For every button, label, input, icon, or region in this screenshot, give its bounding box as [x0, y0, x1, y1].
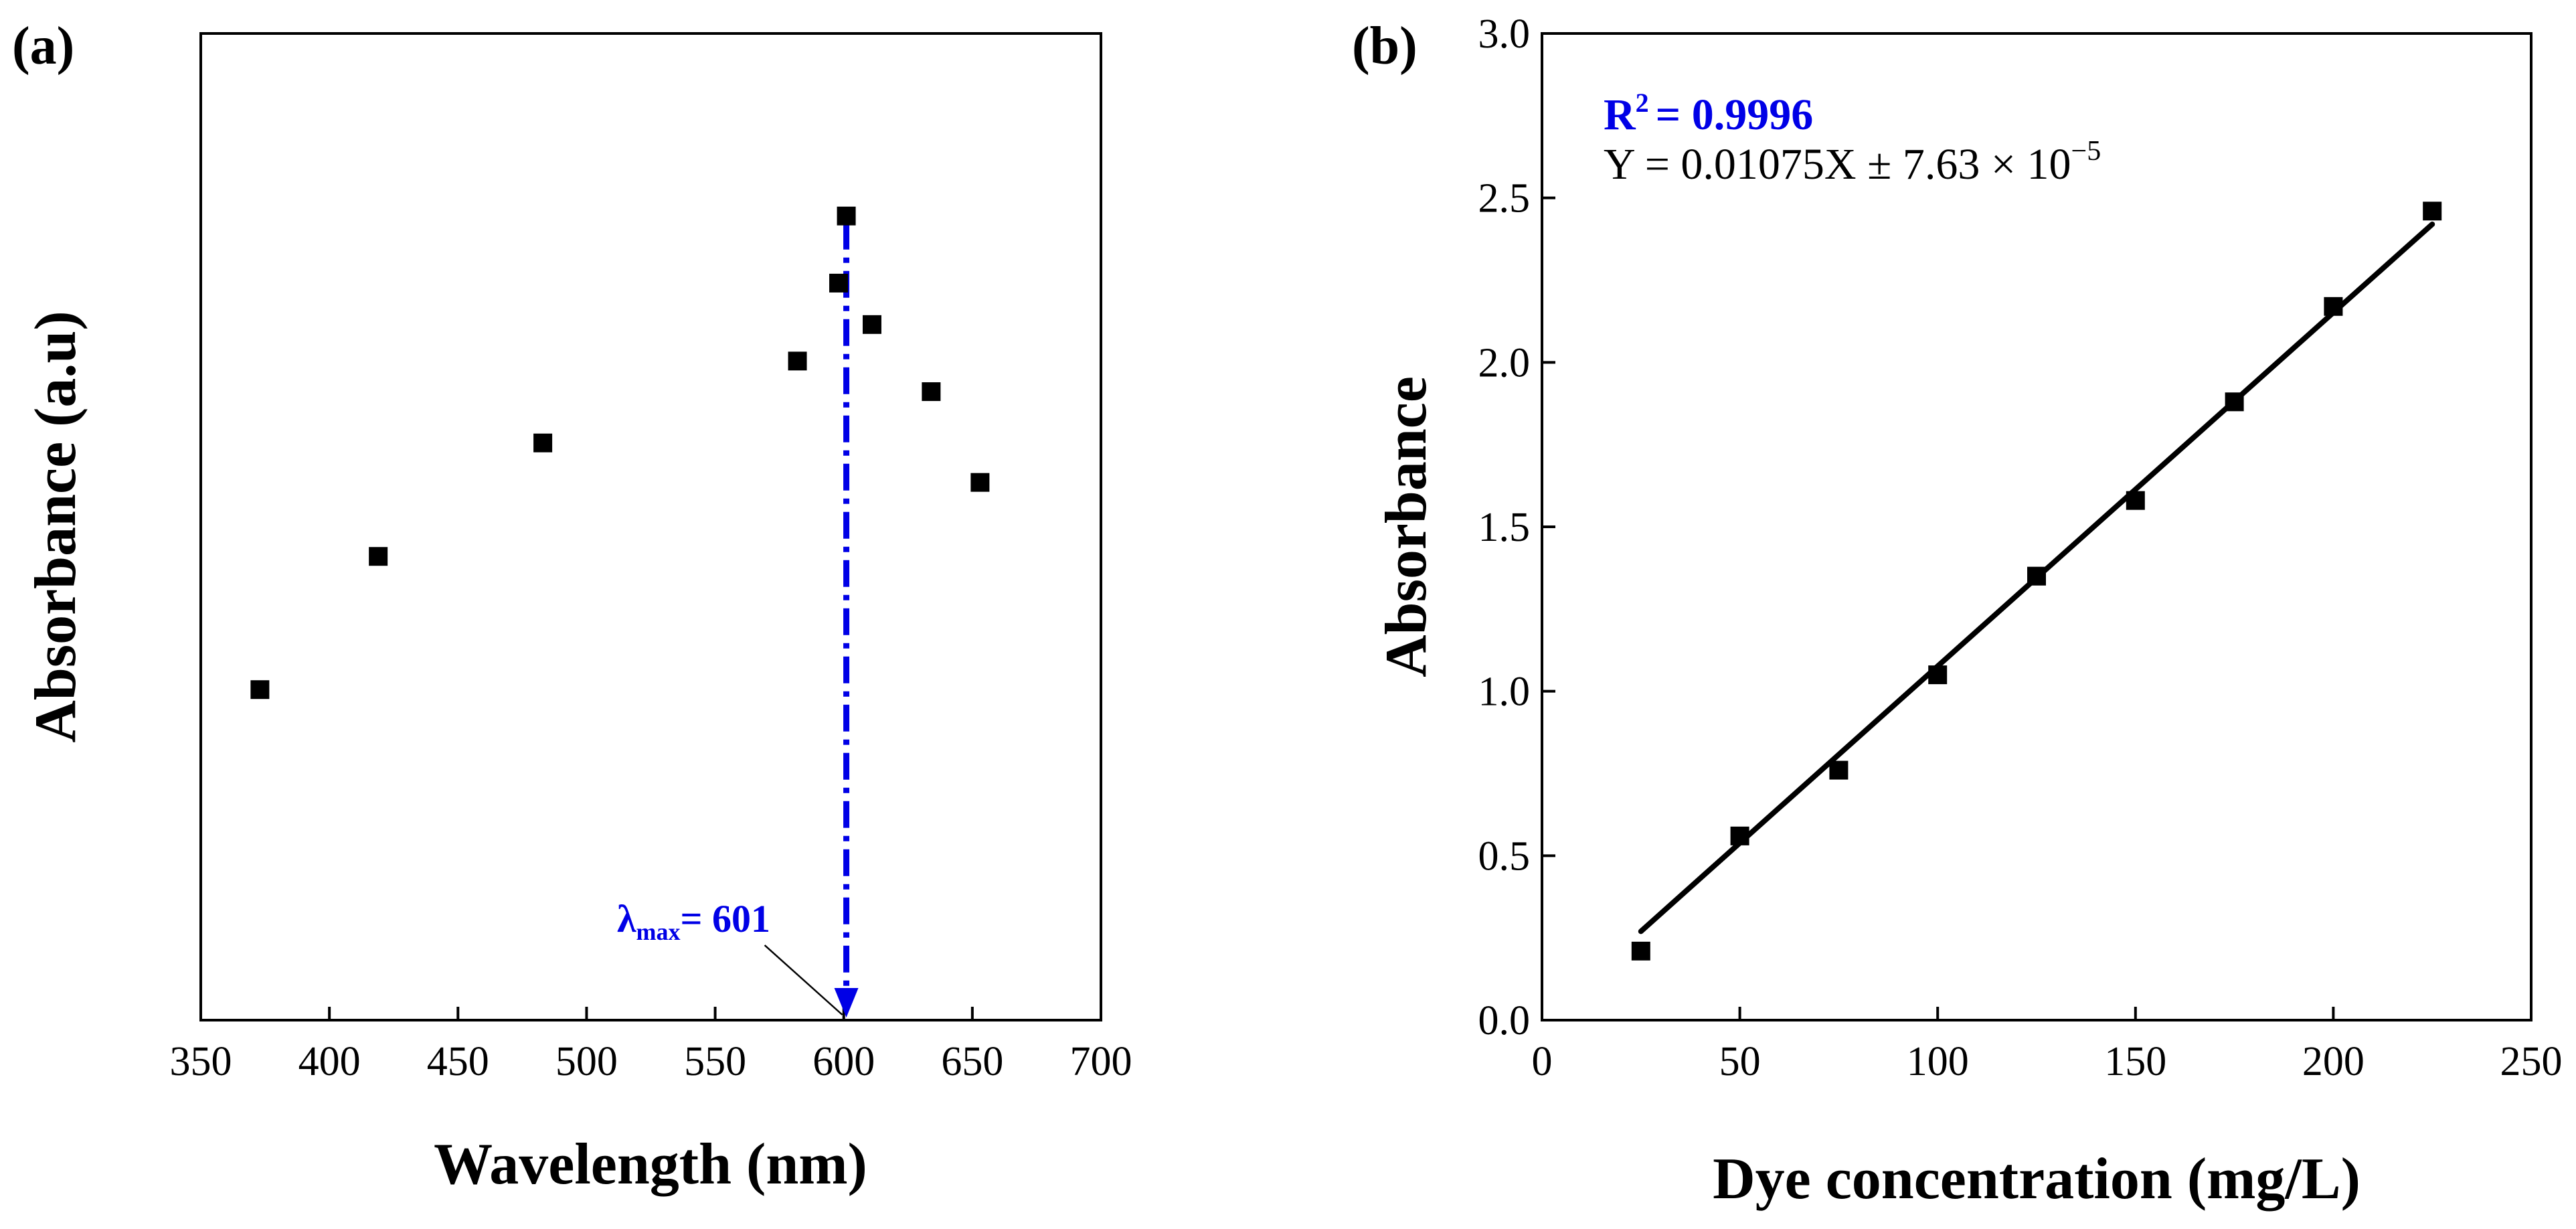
data-point-a [250, 680, 270, 700]
lambda-subscript: max [636, 918, 681, 945]
x-tick-label-a: 350 [170, 1039, 232, 1084]
y-tick-label-b: 2.0 [1478, 340, 1531, 386]
lambda-max-leader-line [764, 945, 843, 1015]
x-tick-label-b: 150 [2104, 1039, 2166, 1084]
data-point-b [2027, 566, 2046, 586]
data-point-a [922, 382, 941, 402]
x-tick-label-a: 700 [1070, 1039, 1132, 1084]
data-point-a [837, 206, 856, 226]
x-axis-title-a: Wavelength (nm) [434, 1132, 867, 1197]
x-tick-label-a: 450 [427, 1039, 489, 1084]
regression-equation: Y = 0.01075X ± 7.63 × 10−5 [1604, 136, 2101, 189]
x-tick-labels-a: 350 400 450 500 550 600 650 700 [170, 1039, 1132, 1084]
data-points-a [250, 206, 990, 700]
y-tick-label-b: 3.0 [1478, 11, 1531, 57]
data-point-b [1928, 665, 1948, 685]
x-tick-label-a: 400 [298, 1039, 361, 1084]
data-points-b [1631, 201, 2442, 961]
y-tick-label-b: 1.0 [1478, 669, 1531, 715]
lambda-value: = 601 [681, 897, 771, 940]
panel-b-label: (b) [1352, 17, 1418, 76]
panel-b-chart: (b) 0 50 100 150 200 250 0.0 0.5 1.0 1.5 2.0 2.5 3.… [1352, 11, 2563, 1212]
x-ticks-b [1541, 1007, 2532, 1020]
lambda-max-label: λmax= 601 [617, 897, 770, 945]
r2-prefix: R [1604, 90, 1636, 139]
data-point-a [369, 547, 388, 566]
panel-a-label: (a) [12, 17, 74, 76]
x-tick-label-a: 550 [684, 1039, 746, 1084]
x-tick-label-a: 600 [812, 1039, 875, 1084]
y-axis-title-b: Absorbance [1374, 376, 1439, 677]
panel-a-chart: (a) 350 400 450 500 550 600 650 700 λmax= 601 W… [12, 17, 1132, 1197]
lambda-symbol: λ [617, 897, 636, 940]
x-ticks-a [199, 1007, 1102, 1020]
x-tick-label-b: 50 [1719, 1039, 1761, 1084]
y-tick-label-b: 2.5 [1478, 176, 1531, 222]
y-tick-label-b: 0.5 [1478, 833, 1531, 879]
x-axis-title-b: Dye concentration (mg/L) [1713, 1147, 2360, 1212]
data-point-b [1730, 826, 1749, 845]
equation-exponent: −5 [2071, 136, 2101, 167]
equation-body: Y = 0.01075X ± 7.63 × 10 [1604, 140, 2071, 189]
data-point-a [970, 473, 990, 492]
x-tick-label-b: 0 [1532, 1039, 1553, 1084]
lambda-max-arrowhead [834, 988, 859, 1017]
y-ticks-b [1542, 32, 1555, 1021]
x-tick-label-a: 650 [941, 1039, 1003, 1084]
y-tick-labels-b: 0.0 0.5 1.0 1.5 2.0 2.5 3.0 [1478, 11, 1531, 1044]
data-point-a [829, 273, 849, 293]
plot-frame-a [199, 32, 1102, 1021]
data-point-b [2225, 392, 2244, 412]
y-tick-label-b: 1.5 [1478, 505, 1531, 550]
r2-superscript: 2 [1636, 88, 1649, 118]
data-point-a [788, 351, 807, 371]
y-tick-label-b: 0.0 [1478, 998, 1531, 1044]
r2-value: = 0.9996 [1656, 90, 1814, 139]
x-tick-label-a: 500 [555, 1039, 618, 1084]
y-axis-title-a: Absorbance (a.u) [23, 311, 88, 742]
x-tick-label-b: 250 [2500, 1039, 2563, 1084]
data-point-b [2126, 491, 2145, 510]
data-point-b [1829, 760, 1849, 780]
data-point-a [862, 315, 881, 334]
x-tick-labels-b: 0 50 100 150 200 250 [1532, 1039, 2563, 1084]
data-point-b [2324, 297, 2343, 316]
r-squared-text: R2 = 0.9996 [1604, 88, 1813, 139]
data-point-b [2423, 201, 2442, 221]
x-tick-label-b: 100 [1907, 1039, 1969, 1084]
data-point-a [533, 433, 553, 453]
data-point-b [1631, 941, 1650, 961]
x-tick-label-b: 200 [2302, 1039, 2365, 1084]
